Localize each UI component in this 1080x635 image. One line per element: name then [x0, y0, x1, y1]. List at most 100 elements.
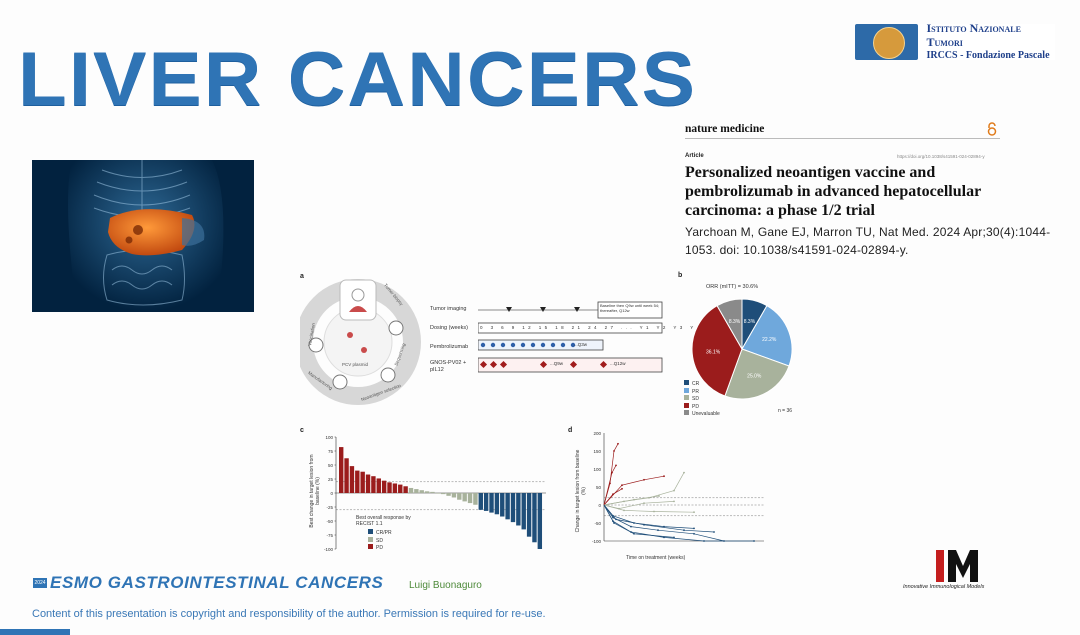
- spider-ytick: 0: [598, 503, 601, 508]
- liver-anatomy-image: [32, 160, 254, 312]
- waterfall-bar-cr-pr: [500, 493, 505, 517]
- slide-title: LIVER CANCERS: [18, 37, 698, 122]
- conference-year-badge: 2024: [33, 578, 47, 588]
- spider-point: [673, 500, 675, 503]
- bottom-accent-bar: [0, 629, 70, 635]
- pie-slice-unevaluable: [716, 298, 743, 351]
- open-access-icon: [986, 122, 998, 141]
- spider-point: [673, 489, 675, 492]
- spider-point: [683, 471, 685, 474]
- spider-point: [693, 511, 695, 514]
- waterfall-bar-sd: [462, 493, 467, 502]
- spider-point: [713, 531, 715, 533]
- spider-point: [615, 518, 617, 521]
- spider-point: [612, 516, 614, 519]
- article-doi-link[interactable]: https://doi.org/10.1038/s41591-024-02894…: [897, 154, 985, 159]
- institute-subtitle: IRCCS - Fondazione Pascale: [926, 50, 1050, 62]
- spider-trace: [603, 504, 675, 538]
- waterfall-ytick: 0: [330, 491, 333, 496]
- pie-chart: 8.3% 22.2% 25.0% 36.1% 8.3%: [691, 298, 793, 400]
- waterfall-bar-pd: [392, 483, 398, 493]
- waterfall-bar-cr-pr: [521, 493, 526, 530]
- conference-name: ESMO GASTROINTESTINAL CANCERS: [50, 573, 384, 592]
- spider-point: [623, 509, 625, 512]
- spider-ytick: -50: [594, 521, 601, 526]
- waterfall-bar-pd: [365, 474, 371, 493]
- waterfall-bar-pd: [355, 470, 360, 493]
- spider-point: [657, 529, 659, 532]
- spider-point: [643, 502, 645, 505]
- spider-point: [617, 442, 619, 445]
- pie-slice-label: 8.3%: [729, 319, 741, 325]
- spider-point: [663, 475, 665, 478]
- waterfall-bar-pd: [360, 471, 365, 493]
- spider-chart: 200 150 100 50 0 -50 -100: [592, 431, 764, 544]
- schedule-row-label: Tumor imaging: [430, 306, 467, 312]
- pie-slice-pr: [741, 304, 793, 367]
- waterfall-bar-pd: [381, 480, 387, 493]
- waterfall-ytick: -75: [326, 533, 333, 538]
- waterfall-ytick: -50: [326, 519, 333, 524]
- spider-point: [633, 532, 635, 535]
- panel-d-label: d: [568, 427, 573, 434]
- spider-point: [615, 464, 617, 467]
- cycle-step: Vaccination: [307, 322, 316, 347]
- waterfall-bar-pd: [403, 486, 408, 493]
- panel-a-label: a: [300, 273, 304, 280]
- spider-ytick: 150: [593, 449, 601, 454]
- spider-trace: [603, 504, 695, 513]
- panel-c-label: c: [300, 427, 304, 434]
- waterfall-bar-sd: [467, 493, 473, 504]
- waterfall-bar-pd: [344, 458, 349, 493]
- waterfall-bar-cr-pr: [483, 493, 489, 511]
- spider-point: [621, 484, 623, 487]
- legend-item: CR: [692, 381, 700, 387]
- waterfall-bar-cr-pr: [532, 493, 537, 543]
- pie-slice-label: 22.2%: [762, 337, 777, 343]
- im-caption: Innovative Immunological Models: [903, 584, 985, 590]
- spider-ytick: 50: [596, 485, 602, 490]
- spider-point: [658, 495, 660, 497]
- legend-item: Unevaluable: [692, 411, 720, 417]
- spider-trace: [603, 465, 617, 506]
- waterfall-chart: 100 75 50 25 0 -25 -50 -75 -100: [324, 435, 546, 552]
- waterfall-bar-sd: [414, 489, 419, 493]
- pembro-note: ...Q3w: [574, 342, 588, 347]
- spider-point: [653, 510, 655, 513]
- figure-panel-b: b ORR (mITT) = 30.6% 8.3% 22.2% 25.0% 36.1%…: [678, 272, 818, 422]
- waterfall-bar-sd: [424, 491, 430, 493]
- cycle-step: Tumor biopsy: [382, 282, 405, 307]
- journal-divider: [685, 138, 1000, 139]
- journal-name: nature medicine: [685, 123, 765, 135]
- spider-point: [693, 527, 695, 530]
- waterfall-bar-pd: [371, 476, 376, 493]
- waterfall-bar-pd: [387, 482, 392, 493]
- waterfall-bar-pd: [376, 478, 381, 493]
- spider-ytick: 200: [593, 431, 601, 436]
- waterfall-bar-sd: [430, 491, 435, 493]
- spider-point: [663, 525, 665, 528]
- legend-item: SD: [692, 396, 699, 402]
- article-title: Personalized neoantigen vaccine and pemb…: [685, 164, 981, 219]
- waterfall-bar-sd: [446, 493, 451, 496]
- waterfall-ytick: 25: [328, 477, 334, 482]
- waterfall-bar-pd: [349, 466, 355, 493]
- spider-point: [613, 522, 615, 524]
- waterfall-bar-cr-pr: [537, 493, 543, 549]
- pie-slice-label: 8.3%: [744, 319, 756, 325]
- institute-logo: Istituto Nazionale Tumori IRCCS - Fondaz…: [855, 21, 1055, 62]
- waterfall-ytick: -25: [326, 505, 333, 510]
- spider-point: [613, 450, 615, 452]
- schedule-row-label: Dosing (weeks): [430, 325, 468, 331]
- waterfall-ytick: 50: [328, 463, 334, 468]
- institute-name: Istituto Nazionale Tumori: [926, 21, 1021, 50]
- spider-point: [663, 536, 665, 539]
- waterfall-bar-cr-pr: [489, 493, 494, 513]
- pie-n-label: n = 36: [778, 408, 793, 414]
- spider-point: [612, 493, 614, 496]
- article-type: Article: [685, 153, 704, 159]
- spider-xlabel: Time on treatment (weeks): [626, 555, 686, 561]
- cycle-step: Manufacturing: [307, 370, 334, 391]
- spider-point: [753, 540, 755, 542]
- figure-panel-a: a Tumor biopsy Sequencing Neoantigen sel…: [300, 270, 716, 410]
